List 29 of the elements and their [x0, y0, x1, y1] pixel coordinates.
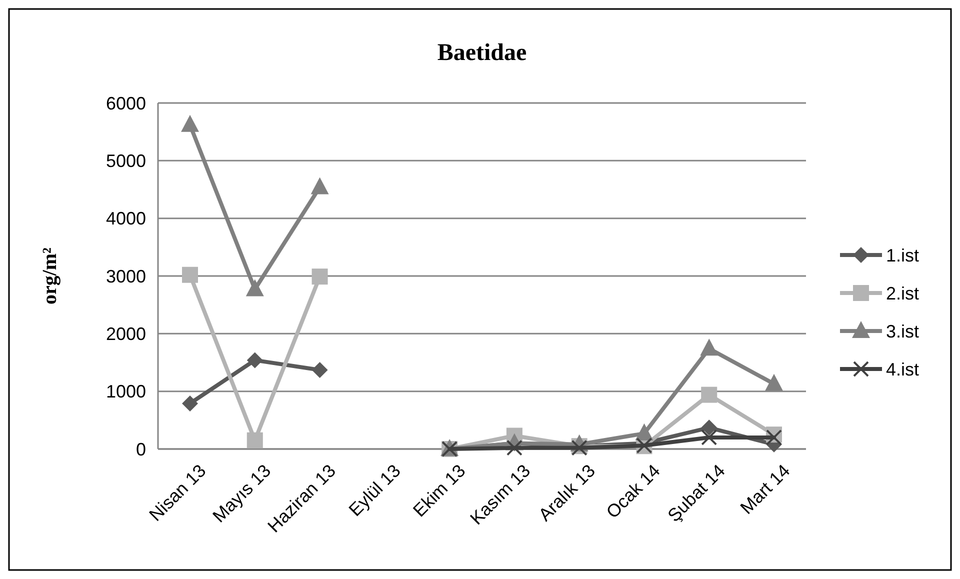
legend-label: 2.ist: [886, 283, 920, 304]
point: [635, 423, 654, 440]
y-tick-label: 3000: [106, 266, 146, 286]
point: [506, 440, 522, 456]
y-tick-label: 2000: [106, 324, 146, 344]
y-tick-label: 4000: [106, 208, 146, 229]
point: [182, 266, 198, 283]
y-axis-title: org/m²: [39, 247, 61, 305]
y-tick-label: 6000: [106, 93, 146, 114]
legend-label: 1.ist: [886, 245, 920, 266]
legend-label: 4.ist: [886, 359, 920, 380]
y-tick-label: 1000: [106, 382, 146, 402]
point: [246, 279, 264, 296]
point: [701, 429, 718, 446]
y-tick-label: 0: [136, 439, 146, 460]
point: [246, 432, 263, 448]
point: [701, 386, 718, 403]
point: [182, 395, 198, 412]
point: [246, 352, 263, 368]
point: [312, 268, 328, 285]
point: [312, 362, 328, 378]
point: [310, 177, 329, 194]
point: [765, 374, 783, 391]
y-tick-label: 5000: [106, 150, 146, 171]
point: [701, 420, 718, 436]
legend-label: 3.ist: [886, 321, 920, 342]
point: [181, 114, 199, 132]
chart-title: Baetidae: [437, 40, 528, 66]
point: [700, 338, 718, 356]
